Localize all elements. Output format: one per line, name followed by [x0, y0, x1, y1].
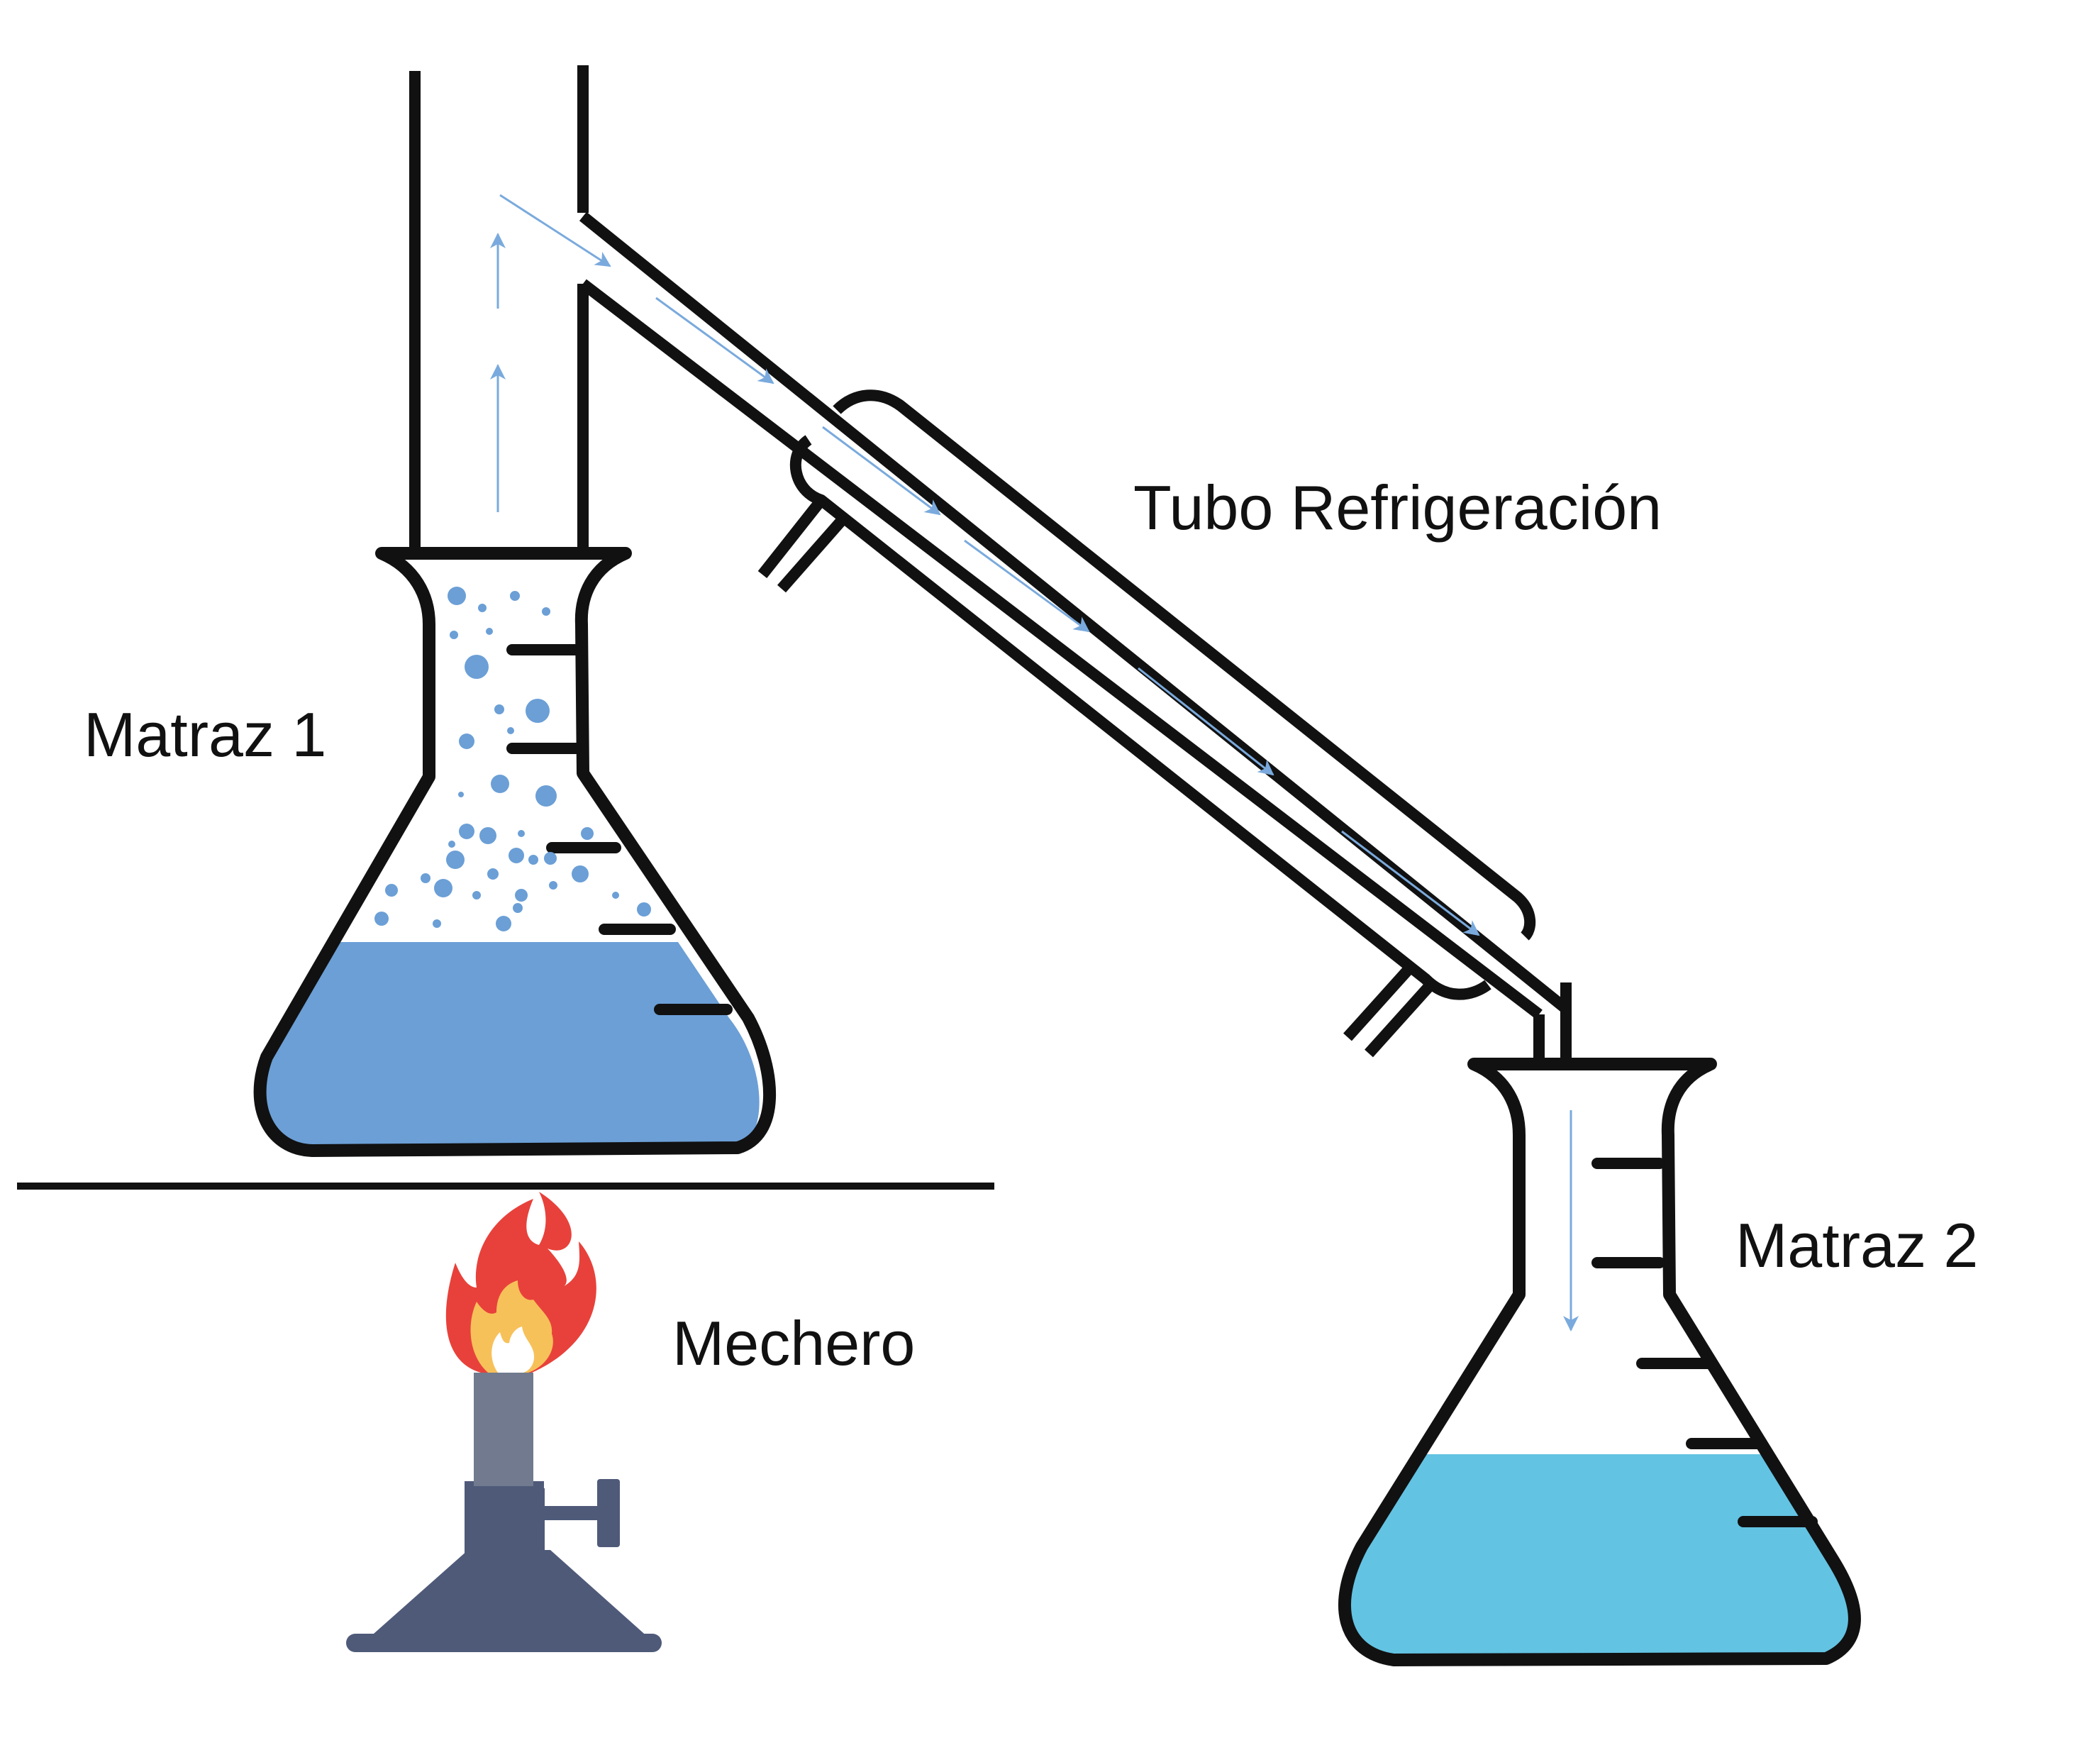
label-mechero: Mechero	[672, 1308, 916, 1378]
flask-2-liquid	[1344, 1454, 1855, 1660]
flask-2-graduations	[1591, 1158, 1818, 1527]
flask-2	[1338, 1058, 1861, 1666]
flask-1-liquid	[260, 942, 760, 1151]
flask-1	[253, 547, 776, 1157]
condenser-tube	[579, 211, 1572, 1064]
distillation-column	[409, 65, 589, 553]
bunsen-burner-icon	[346, 1373, 662, 1652]
flame-icon	[445, 1192, 596, 1373]
flask-2-outline	[1338, 1058, 1861, 1666]
vapor-flow-arrows	[490, 194, 1579, 1332]
label-matraz-2: Matraz 2	[1735, 1210, 1979, 1280]
label-matraz-1: Matraz 1	[84, 699, 327, 770]
bubbles	[374, 587, 651, 931]
flask-1-outline	[253, 547, 776, 1157]
label-tubo-refrigeracion: Tubo Refrigeración	[1133, 472, 1662, 543]
flask-1-graduations	[506, 644, 733, 1015]
